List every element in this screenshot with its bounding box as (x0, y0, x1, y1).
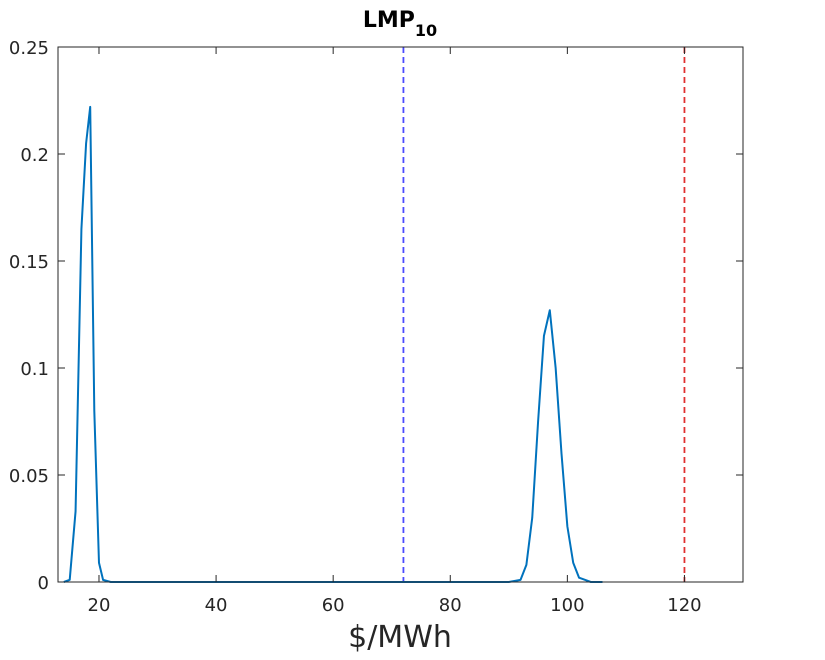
chart-title: LMP10 (363, 8, 437, 40)
chart-title-main: LMP (363, 8, 415, 33)
x-tick-label: 80 (439, 595, 462, 616)
x-tick-label: 100 (550, 595, 584, 616)
x-tick-label: 40 (205, 595, 228, 616)
y-tick-label: 0.2 (20, 145, 49, 166)
y-axis: 0 0.05 0.1 0.15 0.2 0.25 (9, 38, 743, 594)
y-tick-label: 0.15 (9, 252, 49, 273)
y-tick-label: 0.25 (9, 38, 49, 59)
chart-title-subscript: 10 (415, 21, 437, 40)
y-tick-label: 0.05 (9, 466, 49, 487)
plot-frame (57, 46, 744, 583)
x-tick-label: 60 (322, 595, 345, 616)
plot-background (58, 47, 743, 582)
x-tick-label: 120 (667, 595, 701, 616)
x-tick-label: 20 (88, 595, 111, 616)
x-axis: 20 40 60 80 100 120 (88, 47, 702, 616)
y-tick-label: 0.1 (20, 359, 49, 380)
reference-lines (402, 47, 686, 582)
x-axis-label: $/MWh (348, 620, 452, 655)
y-tick-label: 0 (38, 573, 49, 594)
